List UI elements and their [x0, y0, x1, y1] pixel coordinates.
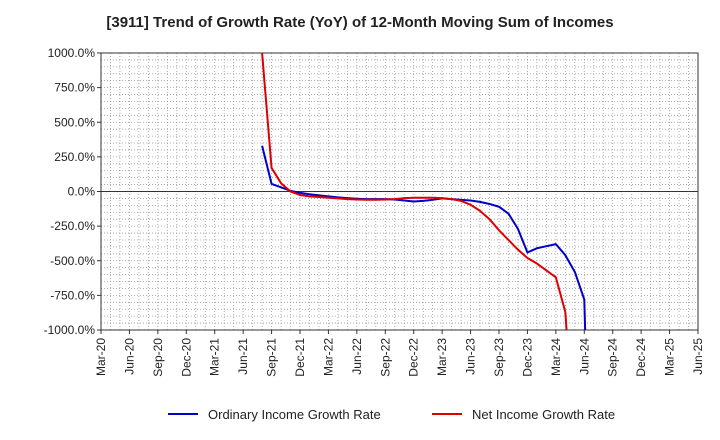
x-tick-label: Jun-22: [350, 338, 364, 375]
x-tick-label: Jun-20: [122, 338, 136, 375]
x-tick-label: Mar-20: [94, 338, 108, 376]
y-tick-label: 500.0%: [54, 115, 95, 129]
x-tick-label: Sep-20: [151, 338, 165, 377]
x-tick-label: Jun-24: [577, 338, 591, 375]
x-tick-label: Mar-24: [549, 338, 563, 376]
x-tick-label: Sep-22: [378, 338, 392, 377]
y-tick-label: -750.0%: [50, 288, 95, 302]
x-tick-label: Mar-21: [208, 338, 222, 376]
x-tick-label: Dec-23: [520, 338, 534, 377]
legend-label: Net Income Growth Rate: [472, 407, 615, 422]
series-group: [261, 53, 587, 330]
x-tick-label: Dec-22: [407, 338, 421, 377]
x-tick-label: Dec-24: [634, 338, 648, 377]
net-income-growth-line: [261, 53, 568, 330]
x-tick-label: Sep-24: [606, 338, 620, 377]
y-tick-label: 750.0%: [54, 81, 95, 95]
x-tick-label: Jun-21: [236, 338, 250, 375]
x-tick-label: Mar-22: [321, 338, 335, 376]
x-tick-label: Sep-23: [492, 338, 506, 377]
y-tick-label: 1000.0%: [48, 46, 96, 60]
legend: Ordinary Income Growth Rate Net Income Gr…: [168, 407, 615, 422]
x-tick-label: Mar-23: [435, 338, 449, 376]
y-tick-label: -250.0%: [50, 219, 95, 233]
grid: [101, 53, 698, 330]
y-tick-label: -500.0%: [50, 254, 95, 268]
y-axis-ticks: 1000.0% 750.0% 500.0% 250.0% 0.0% -250.0% -500…: [44, 46, 101, 337]
y-tick-label: -1000.0%: [44, 323, 96, 337]
y-tick-label: 250.0%: [54, 150, 95, 164]
x-tick-label: Sep-21: [265, 338, 279, 377]
legend-label: Ordinary Income Growth Rate: [208, 407, 381, 422]
y-tick-label: 0.0%: [68, 185, 96, 199]
x-tick-label: Mar-25: [663, 338, 677, 376]
ordinary-income-growth-line: [261, 145, 587, 330]
chart-title: [3911] Trend of Growth Rate (YoY) of 12-…: [106, 14, 614, 31]
x-tick-label: Jun-25: [691, 338, 705, 375]
x-axis-ticks: Mar-20 Jun-20 Sep-20 Dec-20 Mar-21 Jun-21 Sep-…: [94, 330, 705, 377]
x-tick-label: Dec-21: [293, 338, 307, 377]
x-tick-label: Jun-23: [464, 338, 478, 375]
x-tick-label: Dec-20: [179, 338, 193, 377]
